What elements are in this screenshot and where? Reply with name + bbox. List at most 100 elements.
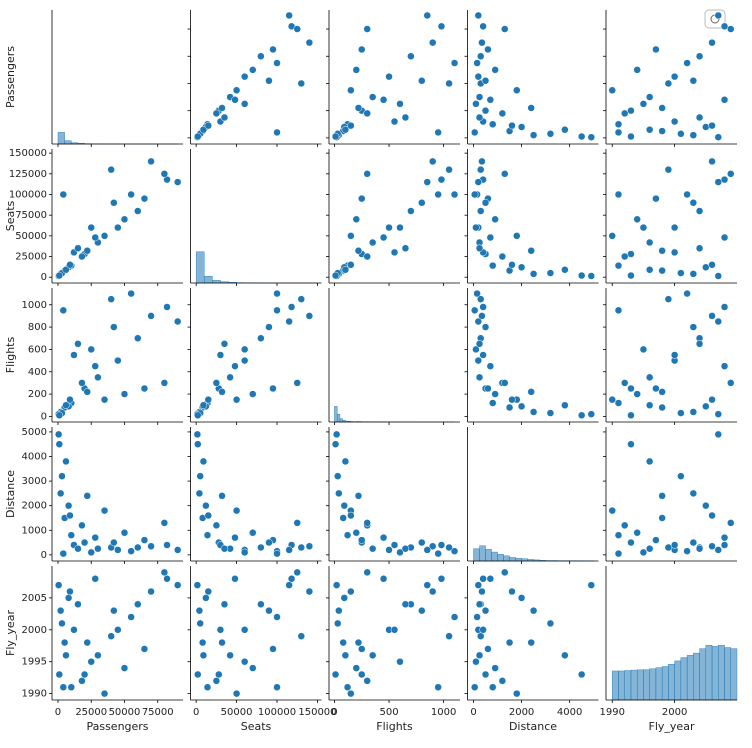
scatter-point bbox=[84, 388, 91, 395]
scatter-point bbox=[477, 208, 484, 215]
scatter-point bbox=[197, 620, 204, 627]
hist-bar bbox=[337, 414, 340, 422]
scatter-point bbox=[482, 671, 489, 678]
subplot bbox=[329, 288, 460, 425]
scatter-point bbox=[306, 39, 313, 46]
scatter-point bbox=[269, 385, 276, 392]
scatter-point bbox=[634, 529, 641, 536]
scatter-point bbox=[472, 224, 479, 231]
scatter-point bbox=[274, 614, 281, 621]
scatter-point bbox=[478, 588, 485, 595]
scatter-point bbox=[221, 114, 228, 121]
scatter-point bbox=[487, 575, 494, 582]
scatter-point bbox=[446, 80, 453, 87]
scatter-point bbox=[715, 411, 722, 418]
scatter-point bbox=[74, 545, 81, 552]
scatter-point bbox=[233, 507, 240, 514]
scatter-point bbox=[213, 110, 220, 117]
scatter-point bbox=[380, 96, 387, 103]
scatter-point bbox=[342, 458, 349, 465]
scatter-point bbox=[274, 129, 281, 136]
scatter-point bbox=[286, 582, 293, 589]
scatter-point bbox=[269, 46, 276, 53]
y-tick-label: 1995 bbox=[22, 657, 47, 668]
scatter-point bbox=[334, 473, 341, 480]
scatter-point bbox=[671, 542, 678, 549]
hist-bar bbox=[504, 556, 510, 561]
scatter-point bbox=[78, 522, 85, 529]
scatter-point bbox=[513, 690, 520, 697]
scatter-point bbox=[200, 652, 207, 659]
scatter-point bbox=[217, 352, 224, 359]
scatter-point bbox=[696, 245, 703, 252]
y-tick-label: 5000 bbox=[22, 427, 47, 438]
hist-bar bbox=[706, 645, 712, 700]
scatter-point bbox=[294, 519, 301, 526]
scatter-point bbox=[709, 396, 716, 403]
scatter-point bbox=[332, 133, 339, 140]
scatter-point bbox=[204, 532, 211, 539]
scatter-point bbox=[369, 239, 376, 246]
scatter-point bbox=[477, 633, 484, 640]
scatter-point bbox=[499, 110, 506, 117]
x-axis-title: Passengers bbox=[86, 720, 148, 733]
scatter-point bbox=[671, 224, 678, 231]
scatter-point bbox=[578, 412, 585, 419]
scatter-point bbox=[715, 134, 722, 141]
scatter-point bbox=[60, 307, 67, 314]
scatter-point bbox=[609, 232, 616, 239]
scatter-point bbox=[709, 261, 716, 268]
scatter-point bbox=[380, 234, 387, 241]
scatter-point bbox=[298, 80, 305, 87]
scatter-point bbox=[671, 118, 678, 125]
scatter-point bbox=[652, 537, 659, 544]
scatter-point bbox=[518, 264, 525, 271]
hist-bar bbox=[474, 549, 480, 561]
scatter-point bbox=[134, 601, 141, 608]
scatter-point bbox=[332, 671, 339, 678]
scatter-point bbox=[88, 658, 95, 665]
scatter-point bbox=[646, 239, 653, 246]
hist-bar bbox=[212, 280, 220, 283]
scatter-point bbox=[640, 346, 647, 353]
scatter-point bbox=[480, 575, 487, 582]
scatter-point bbox=[471, 684, 478, 691]
scatter-point bbox=[727, 26, 734, 33]
scatter-point bbox=[227, 374, 234, 381]
scatter-point bbox=[627, 251, 634, 258]
scatter-point bbox=[194, 133, 201, 140]
x-axis-title: Seats bbox=[241, 720, 272, 733]
x-tick-label: 1990 bbox=[600, 707, 625, 718]
scatter-point bbox=[696, 53, 703, 60]
x-tick-label: 0 bbox=[331, 707, 337, 718]
scatter-point bbox=[213, 379, 220, 386]
scatter-point bbox=[233, 87, 240, 94]
hist-bar bbox=[731, 649, 737, 700]
scatter-point bbox=[715, 546, 722, 553]
scatter-point bbox=[74, 601, 81, 608]
scatter-point bbox=[110, 539, 117, 546]
scatter-point bbox=[489, 262, 496, 269]
scatter-point bbox=[435, 550, 442, 557]
y-tick-label: 50000 bbox=[15, 231, 47, 242]
subplot bbox=[603, 288, 737, 425]
scatter-point bbox=[615, 550, 622, 557]
scatter-point bbox=[727, 379, 734, 386]
scatter-point bbox=[640, 224, 647, 231]
scatter-point bbox=[646, 94, 653, 101]
scatter-point bbox=[233, 396, 240, 403]
scatter-point bbox=[231, 363, 238, 370]
scatter-point bbox=[219, 639, 226, 646]
scatter-point bbox=[721, 363, 728, 370]
scatter-point bbox=[518, 123, 525, 130]
scatter-point bbox=[690, 132, 697, 139]
scatter-point bbox=[274, 550, 281, 557]
scatter-point bbox=[484, 385, 491, 392]
hist-bar bbox=[662, 667, 668, 701]
scatter-point bbox=[231, 534, 238, 541]
scatter-point bbox=[65, 594, 72, 601]
